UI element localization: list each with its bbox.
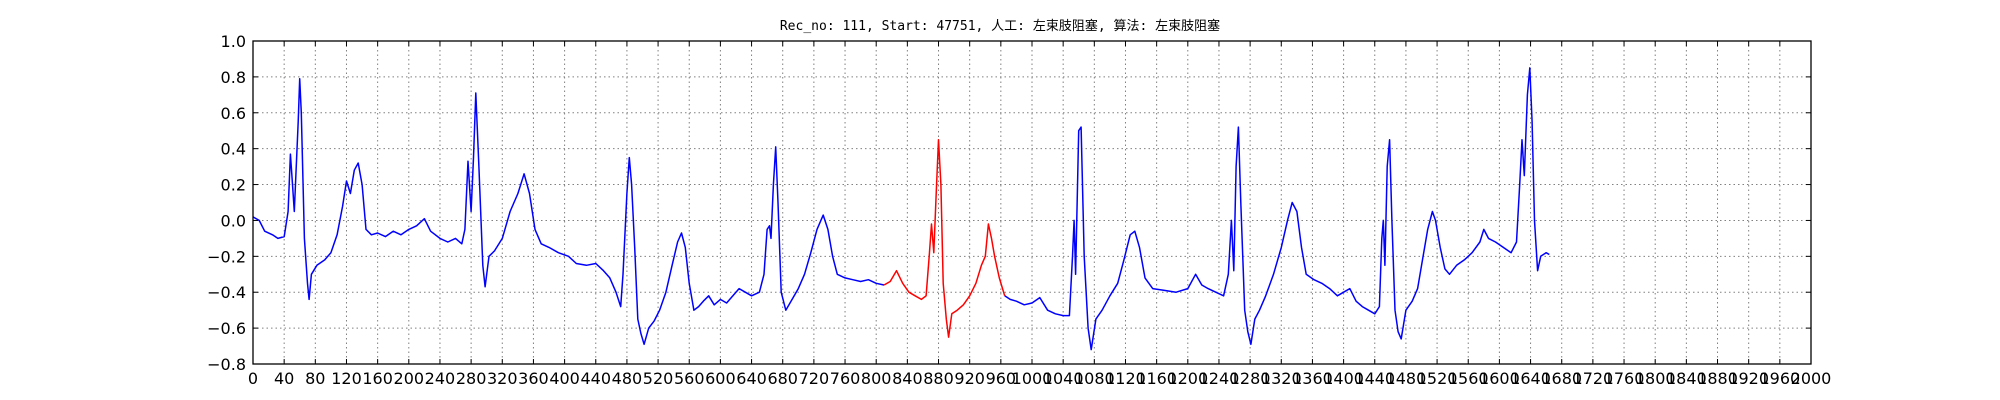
- x-tick-label: 760: [830, 369, 861, 388]
- x-tick-label: 80: [305, 369, 325, 388]
- x-tick-label: 1000: [1012, 369, 1053, 388]
- x-tick-label: 0: [248, 369, 258, 388]
- x-tick-label: 1040: [1043, 369, 1084, 388]
- x-tick-label: 360: [518, 369, 549, 388]
- x-tick-label: 1840: [1666, 369, 1707, 388]
- x-tick-label: 240: [425, 369, 456, 388]
- x-tick-label: 720: [799, 369, 830, 388]
- x-tick-label: 800: [861, 369, 892, 388]
- x-tick-label: 1520: [1417, 369, 1458, 388]
- y-tick-label: 1.0: [221, 32, 246, 51]
- y-axis-ticks: 1.0 0.8 0.6 0.4 0.2 0.0 −0.2 −0.4 −0.6 −0.8: [207, 32, 1811, 374]
- x-axis-ticks: 0 40 80 120 160 200 240 280 320 360 400 440 480 520 56…: [248, 41, 1831, 388]
- x-tick-label: 840: [892, 369, 923, 388]
- x-tick-label: 920: [954, 369, 985, 388]
- x-tick-label: 1080: [1074, 369, 1115, 388]
- x-tick-label: 1200: [1167, 369, 1208, 388]
- x-tick-label: 1280: [1230, 369, 1271, 388]
- y-tick-label: 0.8: [221, 68, 246, 87]
- x-tick-label: 440: [580, 369, 611, 388]
- x-tick-label: 1760: [1604, 369, 1645, 388]
- x-tick-label: 320: [487, 369, 518, 388]
- x-tick-label: 1560: [1448, 369, 1489, 388]
- y-tick-label: 0.4: [221, 140, 246, 159]
- x-tick-label: 120: [331, 369, 362, 388]
- x-tick-label: 1800: [1635, 369, 1676, 388]
- chart-title: Rec_no: 111, Start: 47751, 人工: 左束肢阻塞, 算法…: [780, 18, 1220, 34]
- x-tick-label: 1360: [1292, 369, 1333, 388]
- x-tick-label: 1720: [1573, 369, 1614, 388]
- y-tick-label: −0.4: [207, 283, 246, 302]
- grid: [253, 41, 1811, 364]
- x-tick-label: 880: [923, 369, 954, 388]
- x-tick-label: 1640: [1510, 369, 1551, 388]
- ecg-segment-2: [883, 138, 1006, 338]
- y-tick-label: −0.2: [207, 247, 246, 266]
- x-tick-label: 520: [643, 369, 674, 388]
- y-tick-label: 0.0: [221, 211, 246, 230]
- y-tick-label: −0.8: [207, 355, 246, 374]
- x-tick-label: 1680: [1541, 369, 1582, 388]
- x-tick-label: 1920: [1728, 369, 1769, 388]
- x-tick-label: 1440: [1354, 369, 1395, 388]
- x-tick-label: 1480: [1386, 369, 1427, 388]
- x-tick-label: 40: [274, 369, 294, 388]
- y-tick-label: −0.6: [207, 319, 246, 338]
- x-tick-label: 1600: [1479, 369, 1520, 388]
- x-tick-label: 960: [986, 369, 1017, 388]
- x-tick-label: 600: [705, 369, 736, 388]
- ecg-segment-3: [1004, 67, 1550, 351]
- x-tick-label: 1320: [1261, 369, 1302, 388]
- x-tick-label: 280: [456, 369, 487, 388]
- x-tick-label: 160: [362, 369, 393, 388]
- x-tick-label: 680: [767, 369, 798, 388]
- y-tick-label: 0.2: [221, 176, 246, 195]
- ecg-segment-1: [252, 77, 885, 346]
- x-tick-label: 2000: [1791, 369, 1832, 388]
- x-tick-label: 560: [674, 369, 705, 388]
- x-tick-label: 640: [736, 369, 767, 388]
- x-tick-label: 1120: [1105, 369, 1146, 388]
- x-tick-label: 200: [394, 369, 425, 388]
- ecg-traces: [252, 67, 1550, 351]
- x-tick-label: 1400: [1323, 369, 1364, 388]
- y-tick-label: 0.6: [221, 104, 246, 123]
- x-tick-label: 400: [549, 369, 580, 388]
- x-tick-label: 1160: [1136, 369, 1177, 388]
- x-tick-label: 1240: [1199, 369, 1240, 388]
- x-tick-label: 480: [612, 369, 643, 388]
- x-tick-label: 1880: [1697, 369, 1738, 388]
- x-tick-label: 1960: [1759, 369, 1800, 388]
